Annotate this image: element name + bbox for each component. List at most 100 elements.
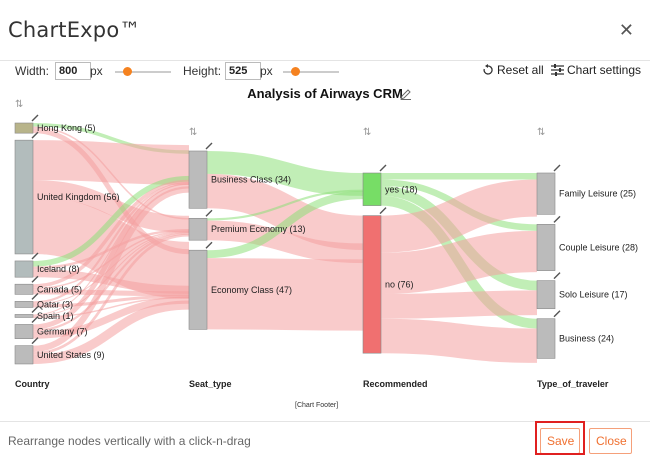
- sliders-icon: [551, 64, 564, 76]
- sankey-node[interactable]: [14, 260, 34, 278]
- toolbar: Width: px Height: px Reset all Chart set…: [0, 60, 650, 82]
- dialog-header: ChartExpo™ ✕: [0, 0, 650, 61]
- node-label: Couple Leisure (28): [559, 242, 638, 252]
- edit-title-icon[interactable]: [400, 88, 412, 100]
- sankey-link: [32, 294, 190, 308]
- sankey-node[interactable]: [188, 249, 208, 330]
- edit-node-icon: [31, 131, 39, 139]
- reset-label: Reset all: [497, 63, 544, 77]
- sort-arrows-icon: ⇅: [189, 127, 197, 138]
- edit-node-icon: [379, 164, 387, 172]
- sankey-link: [206, 189, 364, 221]
- sankey-node[interactable]: [536, 224, 556, 271]
- sankey-link: [32, 140, 190, 185]
- sankey-link: [206, 220, 364, 264]
- sankey-node[interactable]: [14, 324, 34, 339]
- node-label: Qatar (3): [37, 299, 73, 309]
- node-label: Hong Kong (5): [37, 123, 96, 133]
- node-label: Spain (1): [37, 311, 74, 321]
- edit-node-icon: [205, 142, 213, 150]
- sankey-node[interactable]: [14, 139, 34, 255]
- sankey-node[interactable]: [188, 217, 208, 241]
- height-slider[interactable]: [283, 67, 339, 76]
- sankey-link: [206, 258, 364, 331]
- width-slider[interactable]: [115, 67, 171, 76]
- edit-node-icon: [553, 164, 561, 172]
- sankey-link: [380, 318, 538, 363]
- sankey-chart: Hong Kong (5) United Kingdom (56) Iceland …: [14, 99, 638, 409]
- sankey-node[interactable]: [14, 283, 34, 295]
- sankey-node[interactable]: [362, 172, 382, 206]
- edit-node-icon: [553, 272, 561, 280]
- column-label: Seat_type: [189, 379, 232, 389]
- node-label: Economy Class (47): [211, 285, 292, 295]
- height-unit: px: [260, 64, 273, 78]
- sankey-node[interactable]: [362, 215, 382, 354]
- sankey-node[interactable]: [536, 318, 556, 359]
- sankey-link: [32, 232, 190, 332]
- sort-arrows-icon: ⇅: [363, 127, 371, 138]
- sankey-node[interactable]: [536, 172, 556, 215]
- edit-node-icon: [31, 114, 39, 122]
- node-label: Business (24): [559, 334, 614, 344]
- node-label: United States (9): [37, 350, 105, 360]
- height-label: Height:: [183, 64, 222, 78]
- sankey-link: [32, 179, 190, 233]
- sankey-node[interactable]: [536, 280, 556, 310]
- edit-node-icon: [553, 310, 561, 318]
- edit-node-icon: [205, 241, 213, 249]
- edit-node-icon: [553, 215, 561, 223]
- sankey-node[interactable]: [188, 150, 208, 209]
- edit-node-icon: [31, 305, 39, 313]
- column-label: Country: [15, 379, 50, 389]
- sankey-node[interactable]: [14, 301, 34, 308]
- height-slider-knob[interactable]: [291, 67, 301, 76]
- edit-node-icon: [205, 209, 213, 217]
- sort-arrows-icon: ⇅: [15, 99, 23, 110]
- reset-all-button[interactable]: Reset all: [482, 63, 544, 77]
- close-icon[interactable]: ✕: [618, 20, 634, 40]
- height-input[interactable]: [225, 62, 261, 80]
- sankey-link: [206, 191, 364, 259]
- sankey-link: [380, 290, 538, 319]
- width-input[interactable]: [55, 62, 91, 80]
- column-label: Type_of_traveler: [537, 379, 609, 389]
- sankey-link: [206, 173, 364, 250]
- sankey-link: [206, 151, 364, 196]
- sankey-link: [32, 300, 190, 364]
- edit-node-icon: [31, 292, 39, 300]
- node-label: Iceland (8): [37, 264, 80, 274]
- chart-settings-button[interactable]: Chart settings: [551, 63, 641, 77]
- sankey-link: [380, 186, 538, 291]
- app-title: ChartExpo™: [8, 18, 141, 42]
- save-button-highlight: [535, 421, 585, 455]
- node-label: Family Leisure (25): [559, 189, 636, 199]
- column-label: Recommended: [363, 379, 428, 389]
- edit-node-icon: [31, 275, 39, 283]
- close-button[interactable]: Close: [589, 428, 632, 454]
- sort-arrows-icon: ⇅: [537, 127, 545, 138]
- sankey-link: [32, 179, 190, 288]
- edit-node-icon: [31, 315, 39, 323]
- width-label: Width:: [15, 64, 50, 78]
- chart-footer: [Chart Footer]: [295, 402, 338, 409]
- node-label: United Kingdom (56): [37, 192, 120, 202]
- sankey-node[interactable]: [14, 345, 34, 365]
- sankey-link: [32, 296, 190, 339]
- sankey-node[interactable]: [14, 314, 34, 318]
- node-label: Business Class (34): [211, 175, 291, 185]
- node-label: Solo Leisure (17): [559, 290, 628, 300]
- node-label: yes (18): [385, 184, 418, 194]
- sankey-link: [32, 233, 190, 355]
- edit-node-icon: [379, 207, 387, 215]
- chart-title[interactable]: Analysis of Airways CRM: [247, 86, 403, 101]
- edit-node-icon: [31, 252, 39, 260]
- sankey-link: [32, 182, 190, 304]
- node-label: no (76): [385, 279, 414, 289]
- chart-settings-label: Chart settings: [567, 63, 642, 77]
- drag-hint: Rearrange nodes vertically with a click-…: [8, 434, 251, 448]
- sankey-node[interactable]: [14, 122, 34, 134]
- sankey-link: [380, 179, 538, 253]
- width-slider-knob[interactable]: [123, 67, 133, 76]
- node-label: Premium Economy (13): [211, 224, 306, 234]
